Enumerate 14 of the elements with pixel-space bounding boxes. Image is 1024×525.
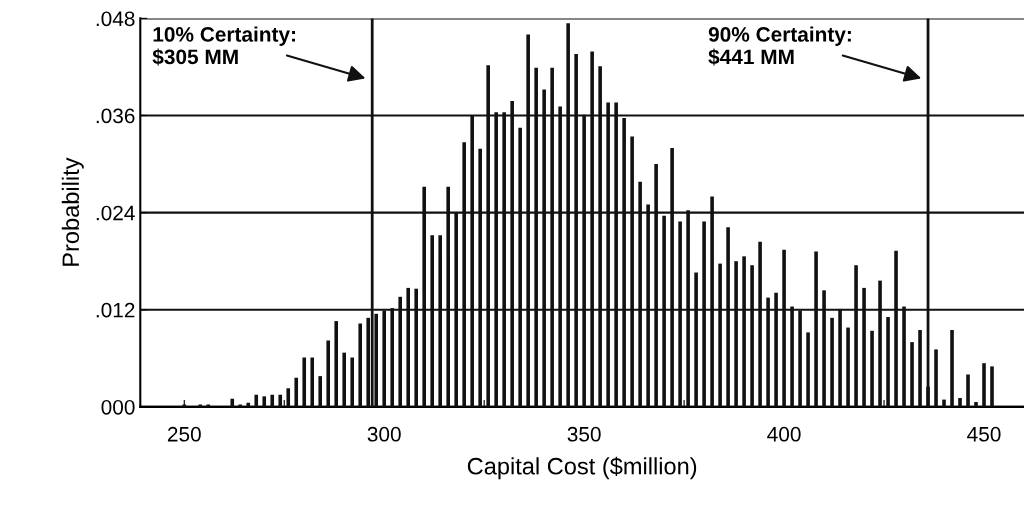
x-tick-label: 350 <box>567 426 601 442</box>
x-tick-label: 450 <box>967 426 1001 442</box>
x-tick-label: 400 <box>767 426 801 442</box>
x-tick-label: 250 <box>167 426 201 442</box>
x-axis-title: Capital Cost ($million) <box>467 456 697 480</box>
y-tick-label: .024 <box>96 205 135 221</box>
y-tick-label: .048 <box>96 11 135 27</box>
annotation: 90% Certainty: $441 MM <box>708 26 851 66</box>
y-tick-label: .036 <box>96 108 135 124</box>
x-tick-label: 300 <box>367 426 401 442</box>
y-tick-label: 000 <box>101 399 135 415</box>
annotation: 10% Certainty: $305 MM <box>152 26 296 66</box>
y-axis-title: Probability <box>61 157 84 266</box>
y-tick-label: .012 <box>96 302 135 318</box>
